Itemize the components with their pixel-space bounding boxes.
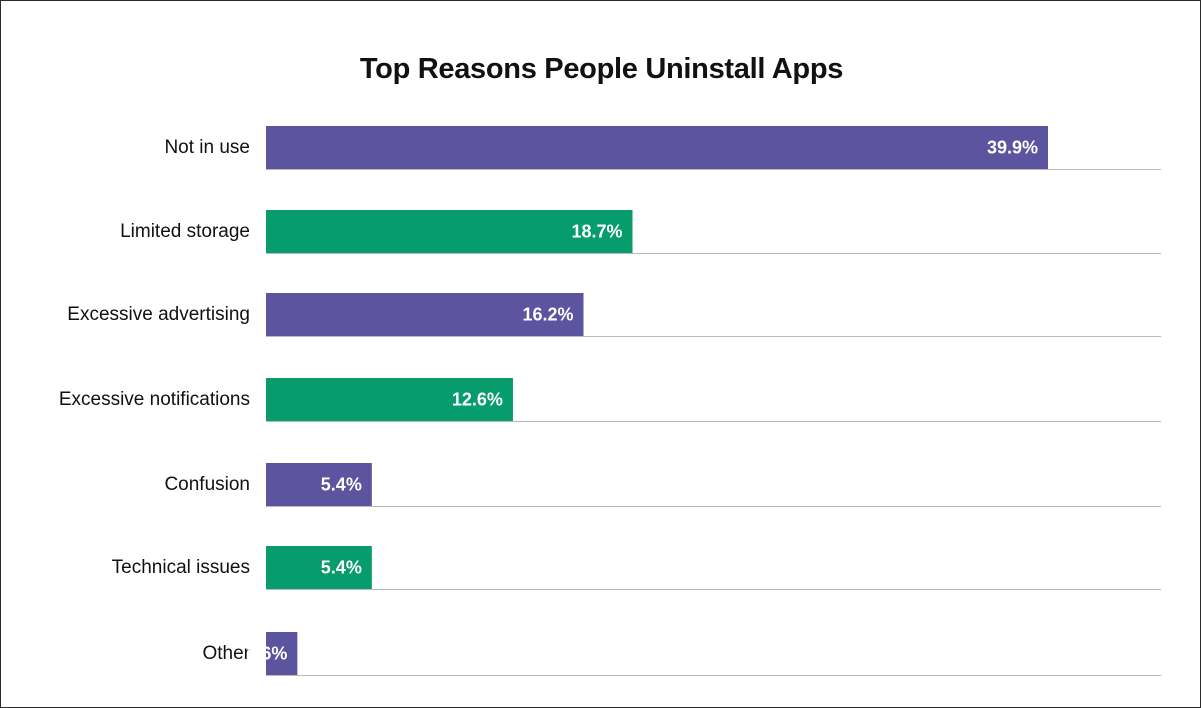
- category-label: Excessive advertising: [67, 304, 250, 325]
- value-label: 5.4%: [321, 558, 362, 578]
- category-label: Other: [202, 643, 250, 664]
- bar: [266, 293, 584, 336]
- bar: [266, 126, 1048, 169]
- value-label: 12.6%: [452, 390, 503, 410]
- value-label: 1.6%: [246, 644, 287, 664]
- value-label: 5.4%: [321, 475, 362, 495]
- bar: [266, 632, 298, 675]
- bar: [266, 463, 372, 506]
- category-label: Limited storage: [120, 221, 250, 242]
- value-label: 18.7%: [571, 222, 622, 242]
- category-label: Confusion: [164, 474, 250, 495]
- bar: [266, 378, 513, 421]
- chart-title: Top Reasons People Uninstall Apps: [359, 53, 844, 85]
- category-label: Not in use: [164, 137, 250, 158]
- category-label: Technical issues: [112, 557, 250, 578]
- value-label: 16.2%: [522, 305, 573, 325]
- value-label: 39.9%: [987, 138, 1038, 158]
- bar: [266, 210, 633, 253]
- category-label: Excessive notifications: [59, 389, 250, 410]
- bar: [266, 546, 372, 589]
